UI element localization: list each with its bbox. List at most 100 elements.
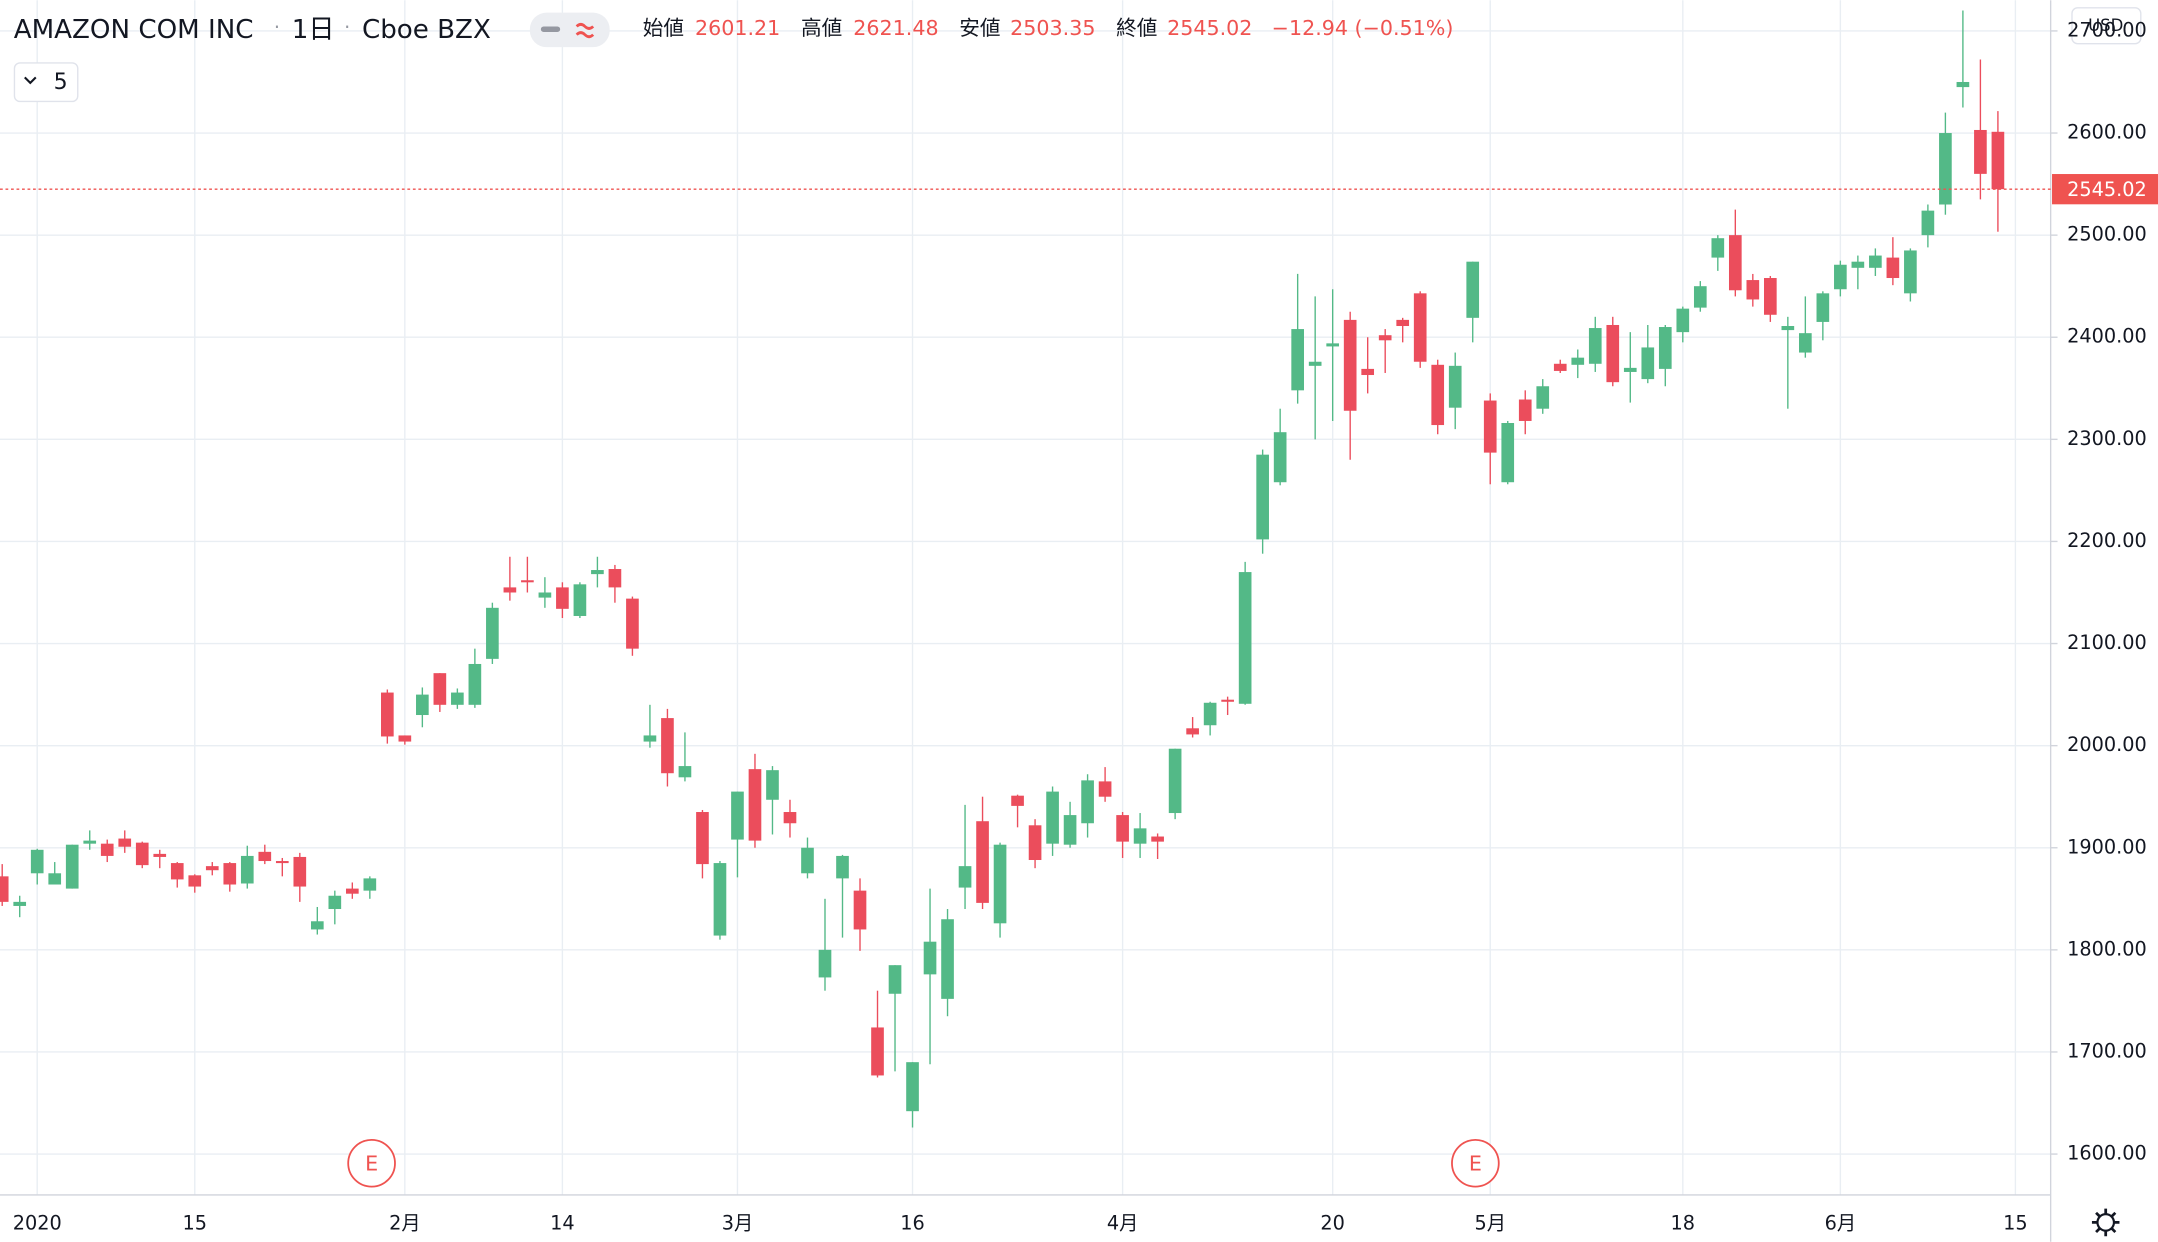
- interval-button-label: 5: [54, 70, 68, 95]
- candle-body: [258, 851, 272, 862]
- candle-body: [1869, 255, 1882, 268]
- x-tick-label: 5月: [1474, 1211, 1506, 1234]
- candle-body: [783, 812, 797, 824]
- candle-body: [1763, 278, 1777, 315]
- candle-body: [223, 863, 237, 885]
- candle-body: [871, 1027, 884, 1076]
- y-tick-label: 1600.00: [2067, 1142, 2147, 1165]
- candle-body: [1921, 210, 1935, 236]
- y-tick-label: 2300.00: [2067, 427, 2147, 450]
- candle-body: [626, 598, 639, 649]
- candle-body: [30, 849, 44, 874]
- status-pill[interactable]: [529, 12, 610, 48]
- interval: 1日: [292, 15, 335, 45]
- candle-body: [240, 855, 254, 884]
- currency-label: USD: [2088, 16, 2123, 35]
- ohlc-label: 高値: [801, 16, 842, 40]
- y-tick-label: 1800.00: [2067, 937, 2147, 960]
- candle-body: [118, 838, 132, 847]
- candle-body: [853, 890, 867, 930]
- y-tick-label: 2600.00: [2067, 121, 2147, 144]
- interval-button[interactable]: [13, 62, 79, 103]
- candle-body: [1816, 293, 1830, 322]
- candle-body: [1781, 326, 1795, 331]
- change: −12.94 (−0.51%): [1272, 16, 1454, 40]
- candle-body: [188, 875, 202, 887]
- candle-body: [1728, 235, 1742, 291]
- candle-body: [923, 941, 937, 975]
- y-tick-label: 2700.00: [2067, 18, 2147, 41]
- ohlc-value: 2545.02: [1167, 16, 1252, 40]
- candle-body: [1483, 400, 1497, 453]
- gear-teeth: [2091, 1208, 2120, 1237]
- candle-body: [1991, 131, 2005, 190]
- candle-body: [941, 919, 954, 999]
- candle-body: [1448, 365, 1462, 408]
- separator: ·: [274, 15, 280, 38]
- symbol-title: AMAZON COM INC: [14, 15, 254, 45]
- candle-body: [1238, 572, 1252, 704]
- candle-body: [1676, 308, 1690, 333]
- candle-body: [888, 965, 902, 994]
- candle-body: [1046, 791, 1059, 844]
- currency-button[interactable]: [2071, 7, 2142, 45]
- candle-body: [1063, 815, 1077, 845]
- candle-body: [293, 856, 307, 887]
- candle-body: [556, 587, 569, 609]
- x-tick-label: 2020: [13, 1211, 62, 1234]
- candle-body: [205, 866, 219, 871]
- x-tick-label: 4月: [1107, 1211, 1139, 1234]
- candle-body: [503, 587, 517, 593]
- candle-body: [1641, 347, 1655, 380]
- candle-body: [1361, 368, 1375, 376]
- candle-body: [731, 791, 744, 840]
- candle-body: [1711, 238, 1725, 258]
- status-icon: [540, 26, 561, 32]
- candle-body: [1098, 781, 1112, 797]
- candle-body: [1518, 399, 1532, 421]
- candle-body: [1606, 324, 1620, 383]
- candle-body: [1939, 133, 1952, 205]
- candle-body: [398, 735, 412, 742]
- candle-body: [1326, 343, 1340, 347]
- candle-body: [1588, 328, 1602, 364]
- candle-body: [748, 769, 762, 841]
- candle-body: [468, 663, 482, 705]
- candle-body: [1956, 81, 1970, 88]
- candle-body: [416, 694, 429, 716]
- delay-icon: [575, 23, 595, 39]
- earnings-marker[interactable]: [347, 1138, 396, 1188]
- candle-body: [643, 735, 657, 742]
- separator: ·: [344, 15, 350, 38]
- ohlc-label: 始値: [643, 16, 684, 40]
- candle-body: [1501, 423, 1515, 483]
- candle-body: [1256, 454, 1269, 540]
- candle-body: [13, 901, 27, 906]
- candle-body: [573, 584, 587, 616]
- candle-body: [521, 580, 534, 583]
- candle-body: [345, 888, 359, 894]
- candle-body: [65, 844, 79, 889]
- candle-body: [1571, 357, 1585, 365]
- candle-body: [1343, 319, 1357, 411]
- candle-body: [976, 821, 989, 903]
- settings-icon[interactable]: [2091, 1208, 2120, 1237]
- candle-body: [1133, 828, 1147, 844]
- ohlc-label: 安値: [959, 16, 1000, 40]
- candle-body: [538, 592, 552, 598]
- candle-body: [713, 863, 727, 936]
- candle-body: [591, 570, 604, 575]
- candle-body: [1553, 363, 1567, 371]
- ohlc-value: 2503.35: [1010, 16, 1095, 40]
- candle-body: [1746, 280, 1760, 300]
- candle-body: [993, 844, 1007, 924]
- candle-body: [1116, 815, 1129, 842]
- x-tick-label: 18: [1671, 1211, 1696, 1234]
- x-tick-label: 2月: [389, 1211, 421, 1234]
- earnings-marker[interactable]: [1451, 1138, 1500, 1188]
- candle-body: [310, 921, 324, 930]
- ohlc-label: 終値: [1116, 16, 1157, 40]
- candle-body: [1799, 333, 1812, 353]
